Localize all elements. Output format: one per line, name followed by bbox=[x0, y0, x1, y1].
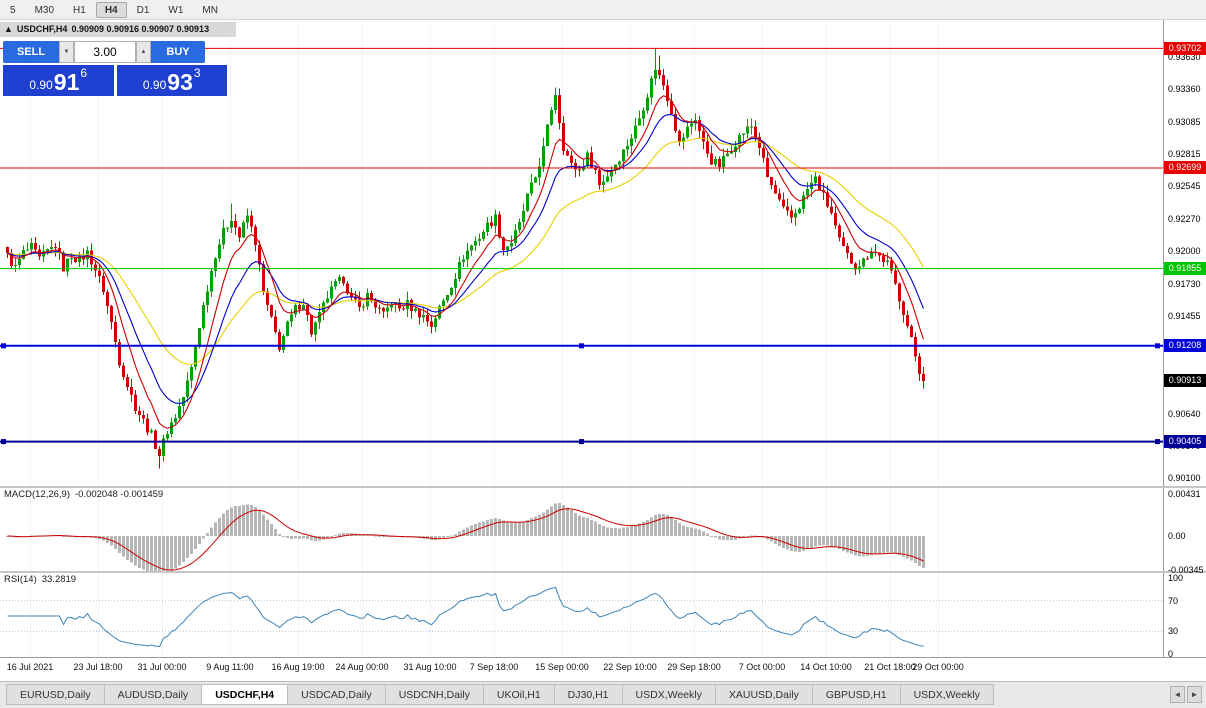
price-tick-0.92270: 0.92270 bbox=[1168, 214, 1201, 225]
time-label-14 Oct 10:00: 14 Oct 10:00 bbox=[800, 662, 852, 672]
price-axis-separator bbox=[1163, 20, 1164, 657]
hline-price-label-0.91855: 0.91855 bbox=[1164, 262, 1206, 276]
chart-tab-USDCHF,H4[interactable]: USDCHF,H4 bbox=[202, 684, 289, 705]
time-label-7 Oct 00:00: 7 Oct 00:00 bbox=[738, 662, 786, 672]
chart-tab-GBPUSD,H1[interactable]: GBPUSD,H1 bbox=[812, 684, 901, 705]
bid-price-pips: 91 bbox=[53, 69, 80, 95]
time-label-24 Aug 00:00: 24 Aug 00:00 bbox=[335, 662, 389, 672]
ask-price-box[interactable]: 0.90 93 3 bbox=[116, 65, 227, 96]
time-label-16 Aug 19:00: 16 Aug 19:00 bbox=[271, 662, 325, 672]
ask-price-main: 0.90 bbox=[142, 78, 167, 92]
macd-tick-0.00: 0.00 bbox=[1168, 531, 1186, 541]
sell-button[interactable]: SELL bbox=[3, 41, 59, 63]
tab-scroll-right-icon[interactable]: ► bbox=[1187, 686, 1202, 703]
rsi-panel bbox=[0, 586, 1163, 648]
price-tick-0.90640: 0.90640 bbox=[1168, 408, 1201, 419]
price-tick-0.93630: 0.93630 bbox=[1168, 51, 1201, 62]
volume-down-button[interactable]: ▼ bbox=[59, 41, 74, 63]
timeframe-button-5[interactable]: 5 bbox=[10, 4, 16, 16]
time-axis[interactable]: 16 Jul 2021 23 Jul 18:00 31 Jul 00:00 9 Aug… bbox=[0, 657, 1206, 681]
timeframe-button-D1[interactable]: D1 bbox=[136, 4, 150, 16]
chart-tab-USDX,Weekly[interactable]: USDX,Weekly bbox=[622, 684, 716, 705]
tab-scroll-arrows: ◄ ► bbox=[1170, 686, 1202, 703]
price-tick-0.90100: 0.90100 bbox=[1168, 472, 1201, 483]
hline-price-label-0.91208: 0.91208 bbox=[1164, 339, 1206, 353]
timeframe-button-H1[interactable]: H1 bbox=[73, 4, 86, 16]
price-tick-0.93360: 0.93360 bbox=[1168, 84, 1201, 95]
rsi-tick-100: 100 bbox=[1168, 573, 1184, 583]
rsi-panel-separator[interactable] bbox=[0, 571, 1206, 573]
chart-tab-bar: EURUSD,Daily AUDUSD,Daily USDCHF,H4 USDCAD,… bbox=[0, 681, 1206, 708]
collapse-triangle-icon[interactable]: ▲ bbox=[4, 24, 13, 34]
time-label-15 Sep 00:00: 15 Sep 00:00 bbox=[535, 662, 589, 672]
main-price-panel bbox=[0, 47, 1163, 469]
chart-tab-EURUSD,Daily[interactable]: EURUSD,Daily bbox=[6, 684, 105, 705]
price-axis[interactable]: 0.93630 0.93360 0.93085 0.92815 0.92545 0.922… bbox=[1163, 20, 1206, 659]
macd-indicator-label: MACD(12,26,9) -0.002048 -0.001459 bbox=[4, 489, 168, 500]
time-label-7 Sep 18:00: 7 Sep 18:00 bbox=[469, 662, 519, 672]
hline-price-label-0.90405: 0.90405 bbox=[1164, 435, 1206, 449]
macd-tick-0.00431: 0.00431 bbox=[1168, 488, 1201, 499]
time-label-29 Oct 00:00: 29 Oct 00:00 bbox=[912, 662, 964, 672]
chart-tab-USDCNH,Daily[interactable]: USDCNH,Daily bbox=[385, 684, 484, 705]
time-label-31 Aug 10:00: 31 Aug 10:00 bbox=[403, 662, 457, 672]
timeframe-button-M30[interactable]: M30 bbox=[34, 4, 55, 16]
current-price-label: 0.90913 bbox=[1164, 374, 1206, 388]
hline-price-label-0.92699: 0.92699 bbox=[1164, 161, 1206, 175]
timeframe-toolbar: 5 M30 H1 H4 D1 W1 MN bbox=[0, 0, 1206, 20]
hline-price-label-0.93702: 0.93702 bbox=[1164, 41, 1206, 55]
time-label-9 Aug 11:00: 9 Aug 11:00 bbox=[206, 662, 254, 672]
bid-price-box[interactable]: 0.90 91 6 bbox=[3, 65, 114, 96]
price-tick-0.91730: 0.91730 bbox=[1168, 278, 1201, 289]
macd-values: -0.002048 -0.001459 bbox=[75, 489, 164, 500]
rsi-tick-70: 70 bbox=[1168, 595, 1179, 606]
chart-tab-AUDUSD,Daily[interactable]: AUDUSD,Daily bbox=[104, 684, 203, 705]
bid-price-point: 6 bbox=[80, 66, 88, 80]
rsi-title: RSI(14) bbox=[4, 574, 37, 585]
rsi-tick-0: 0 bbox=[1168, 649, 1174, 659]
chart-title: USDCHF,H4 bbox=[16, 24, 68, 34]
time-label-16 Jul 2021: 16 Jul 2021 bbox=[6, 662, 54, 672]
chevron-down-icon: ▼ bbox=[63, 49, 70, 55]
time-label-22 Sep 10:00: 22 Sep 10:00 bbox=[603, 662, 657, 672]
tab-scroll-left-icon[interactable]: ◄ bbox=[1170, 686, 1185, 703]
time-label-21 Oct 18:00: 21 Oct 18:00 bbox=[864, 662, 916, 672]
ohlc-values: 0.90909 0.90916 0.90907 0.90913 bbox=[71, 24, 210, 34]
chart-tab-DJ30,H1[interactable]: DJ30,H1 bbox=[554, 684, 623, 705]
one-click-trading-panel: SELL ▼ 3.00 ▲ BUY 0.90 91 6 0.90 93 3 bbox=[3, 41, 227, 96]
chart-canvas[interactable] bbox=[0, 20, 1163, 657]
time-label-23 Jul 18:00: 23 Jul 18:00 bbox=[73, 662, 123, 672]
volume-up-button[interactable]: ▲ bbox=[136, 41, 151, 63]
price-tick-0.92000: 0.92000 bbox=[1168, 246, 1201, 257]
macd-panel bbox=[6, 503, 925, 571]
timeframe-button-MN[interactable]: MN bbox=[202, 4, 218, 16]
time-label-31 Jul 00:00: 31 Jul 00:00 bbox=[137, 662, 187, 672]
price-tick-0.93085: 0.93085 bbox=[1168, 116, 1201, 127]
price-tick-0.91455: 0.91455 bbox=[1168, 311, 1201, 322]
rsi-values: 33.2819 bbox=[41, 574, 77, 585]
macd-panel-separator[interactable] bbox=[0, 486, 1206, 488]
chart-tab-XAUUSD,Daily[interactable]: XAUUSD,Daily bbox=[715, 684, 813, 705]
ask-price-point: 3 bbox=[193, 66, 201, 80]
macd-title: MACD(12,26,9) bbox=[4, 489, 70, 500]
ask-price-pips: 93 bbox=[167, 69, 193, 95]
timeframe-button-H4[interactable]: H4 bbox=[95, 1, 127, 18]
volume-input[interactable]: 3.00 bbox=[74, 41, 136, 63]
timeframe-button-W1[interactable]: W1 bbox=[168, 4, 184, 16]
bid-price-main: 0.90 bbox=[29, 78, 53, 92]
chart-tab-UKOil,H1[interactable]: UKOil,H1 bbox=[483, 684, 555, 705]
rsi-tick-30: 30 bbox=[1168, 626, 1179, 637]
chevron-up-icon: ▲ bbox=[140, 49, 147, 55]
macd-tick--0.00345: -0.00345 bbox=[1168, 564, 1204, 575]
rsi-indicator-label: RSI(14) 33.2819 bbox=[4, 574, 81, 585]
time-label-29 Sep 18:00: 29 Sep 18:00 bbox=[667, 662, 721, 672]
chart-symbol-header: ▲ USDCHF,H4 0.90909 0.90916 0.90907 0.9091… bbox=[0, 22, 236, 37]
price-tick-0.92545: 0.92545 bbox=[1168, 181, 1201, 192]
buy-button[interactable]: BUY bbox=[151, 41, 205, 63]
chart-tab-USDX,Weekly[interactable]: USDX,Weekly bbox=[900, 684, 994, 705]
price-tick-0.92815: 0.92815 bbox=[1168, 149, 1201, 160]
chart-tab-USDCAD,Daily[interactable]: USDCAD,Daily bbox=[288, 684, 386, 705]
